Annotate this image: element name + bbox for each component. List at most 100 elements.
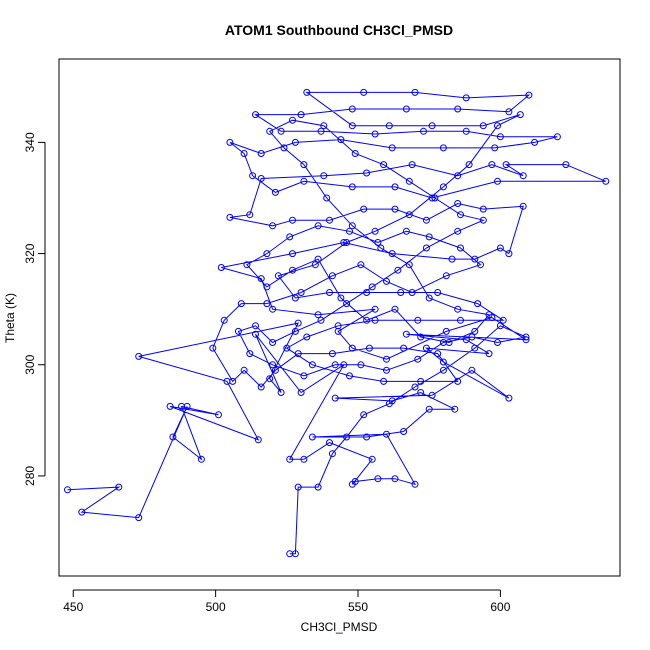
data-point [343,433,351,441]
series-line [67,91,606,555]
data-point [269,361,277,369]
data-point [334,322,342,330]
data-point [468,333,476,341]
data-point [271,366,279,374]
y-axis: 280 300 320 340 [23,132,46,486]
data-point [374,475,382,483]
data-point [308,361,316,369]
data-point [505,250,513,258]
data-point [252,330,259,338]
data-point [471,255,479,263]
data-point [263,250,271,258]
data-point [220,316,228,324]
data-point [457,244,464,252]
data-point [343,300,351,308]
data-point [300,161,308,169]
y-tick-label: 320 [23,243,37,263]
data-point [286,233,294,241]
data-point [462,94,470,102]
data-point [78,508,86,516]
data-point [388,250,396,258]
data-point [286,550,294,558]
data-point [337,136,345,144]
data-point [300,455,308,463]
data-point [351,150,359,157]
data-point [442,327,450,335]
data-point [326,216,333,224]
data-point [385,122,393,130]
data-point [391,305,399,313]
series-polyline [67,91,606,555]
data-point [317,127,325,135]
y-tick-label: 340 [23,132,37,152]
data-point [360,411,368,419]
data-point [479,205,487,213]
data-point [505,394,513,402]
data-point [385,400,393,408]
data-point [263,283,271,291]
data-point [422,344,430,352]
data-point [428,194,436,202]
data-point [286,455,294,463]
data-point [454,105,462,113]
data-point [562,161,570,169]
chart-title: ATOM1 Southbound CH3Cl_PMSD [225,22,453,38]
data-point [269,222,277,230]
data-point [311,261,319,269]
data-point [246,211,254,219]
data-point [494,122,501,130]
data-point [343,239,351,246]
data-point [371,316,379,324]
data-point [496,322,504,330]
data-point [348,122,356,130]
data-point [252,322,259,330]
data-point [289,250,296,258]
data-point [439,366,447,374]
data-point [252,111,259,119]
data-point [434,350,442,358]
data-point [331,394,339,402]
data-point [454,172,462,180]
data-point [525,91,533,99]
data-point [340,361,348,369]
data-point [405,177,413,185]
data-point [229,377,237,385]
data-point [422,244,430,252]
data-point [274,272,282,280]
data-point [422,216,430,224]
data-point [485,311,493,319]
data-point [135,352,143,360]
data-point [263,300,271,308]
data-point [474,300,482,308]
data-point [496,133,504,141]
data-point [471,327,479,335]
data-point [348,105,356,113]
data-point [454,377,462,385]
data-point [215,411,222,419]
data-point [477,261,484,269]
data-point [502,161,510,169]
data-point [374,239,382,246]
data-point [269,339,277,346]
data-point [289,266,296,274]
data-point [317,316,325,324]
data-point [380,161,388,169]
data-point [391,475,399,483]
data-point [516,111,524,119]
data-point [246,350,254,358]
data-point [496,244,504,252]
data-point [434,289,442,296]
data-point [357,261,365,269]
data-point [425,294,433,302]
data-point [439,358,447,366]
data-point [115,483,123,491]
data-point [340,239,348,246]
data-point [326,439,333,447]
data-point [431,194,439,202]
data-point [397,289,405,296]
data-point [283,344,291,352]
data-point [417,389,425,396]
data-point [391,205,399,213]
x-axis-label: CH3Cl_PMSD [301,620,378,634]
